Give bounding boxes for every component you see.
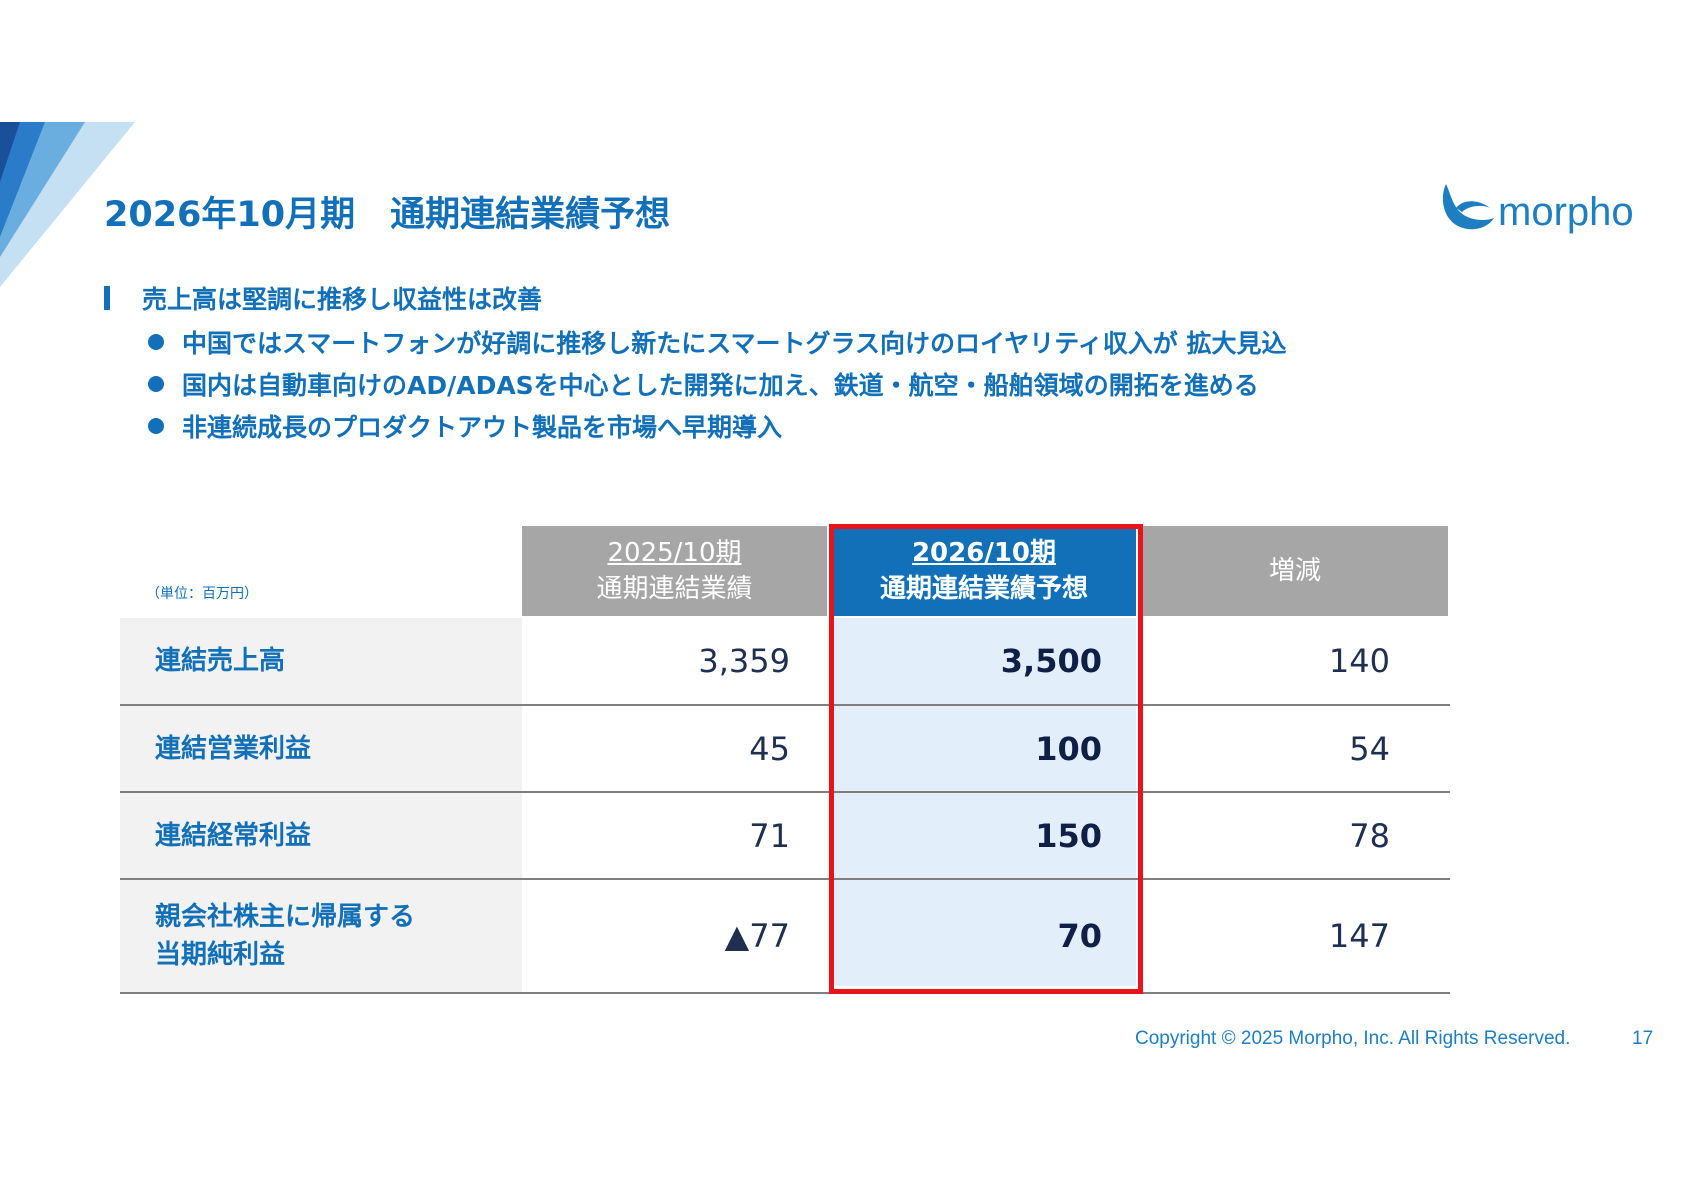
header-change-label: 増減 (1268, 556, 1321, 586)
header-prev-desc: 通期連結業績 (596, 574, 753, 604)
section-heading: 売上高は堅調に推移し収益性は改善 (142, 285, 543, 314)
forecast-column-background (832, 618, 1136, 986)
morpho-logo: morpho (1438, 178, 1638, 240)
row-label: 連結売上高 (155, 646, 286, 676)
table-row: 連結売上高 3,359 3,500 140 (120, 618, 1450, 706)
value-change: 54 (1349, 729, 1390, 768)
value-forecast: 150 (1035, 816, 1102, 855)
bullet-dot-icon (148, 334, 164, 350)
bullet-item: 非連続成長のプロダクトアウト製品を市場へ早期導入 (148, 408, 782, 444)
page-number: 17 (1632, 1028, 1654, 1049)
bullet-item: 国内は自動車向けのAD/ADASを中心とした開発に加え、鉄道・航空・船舶領域の開… (148, 366, 1259, 402)
table-row: 親会社株主に帰属する 当期純利益 ▲77 70 147 (120, 880, 1450, 994)
value-prev: 3,359 (698, 642, 790, 680)
row-label-cell: 連結営業利益 (120, 706, 522, 791)
value-prev: 45 (749, 729, 790, 768)
header-forecast-desc: 通期連結業績予想 (879, 574, 1088, 604)
bullet-text: 非連続成長のプロダクトアウト製品を市場へ早期導入 (182, 413, 783, 442)
row-label-cell: 親会社株主に帰属する 当期純利益 (120, 880, 522, 992)
table-row: 連結経常利益 71 150 78 (120, 793, 1450, 880)
morpho-logo-icon (1442, 184, 1494, 230)
bullet-dot-icon (148, 376, 164, 392)
value-prev: 71 (749, 816, 790, 855)
value-change: 78 (1349, 816, 1390, 855)
value-change: 147 (1328, 917, 1390, 955)
header-forecast-year-label: 2026/10期 (911, 538, 1057, 568)
heading-marker (104, 286, 110, 310)
row-label-cell: 連結売上高 (120, 618, 522, 704)
value-forecast: 70 (1057, 917, 1102, 955)
row-label-cell: 連結経常利益 (120, 793, 522, 878)
page-title: 2026年10月期 通期連結業績予想 (104, 195, 671, 235)
row-label: 連結経常利益 (155, 820, 312, 851)
value-forecast: 3,500 (1000, 642, 1102, 680)
value-forecast: 100 (1035, 729, 1102, 768)
value-change: 140 (1328, 642, 1390, 680)
corner-decoration (0, 122, 135, 287)
row-label: 連結営業利益 (155, 733, 312, 764)
header-prev-year-label: 2025/10期 (607, 538, 742, 568)
copyright: Copyright © 2025 Morpho, Inc. All Rights… (1135, 1028, 1571, 1049)
logo-wordmark: morpho (1498, 190, 1634, 234)
forecast-highlight-frame (829, 524, 1143, 994)
row-label: 親会社株主に帰属する 当期純利益 (155, 902, 416, 970)
bullet-text: 中国ではスマートフォンが好調に推移し新たにスマートグラス向けのロイヤリティ収入が… (182, 329, 1287, 358)
header-forecast: 2026/10期 通期連結業績予想 (832, 526, 1136, 616)
header-prev-year: 2025/10期 通期連結業績 (522, 526, 827, 616)
bullet-item: 中国ではスマートフォンが好調に推移し新たにスマートグラス向けのロイヤリティ収入が… (148, 324, 1286, 360)
unit-note: （単位：百万円） (146, 586, 258, 602)
value-prev: ▲77 (724, 917, 790, 955)
bullet-text: 国内は自動車向けのAD/ADASを中心とした開発に加え、鉄道・航空・船舶領域の開… (182, 371, 1259, 400)
table-row: 連結営業利益 45 100 54 (120, 706, 1450, 793)
header-change: 増減 (1142, 526, 1448, 616)
bullet-dot-icon (148, 418, 164, 434)
